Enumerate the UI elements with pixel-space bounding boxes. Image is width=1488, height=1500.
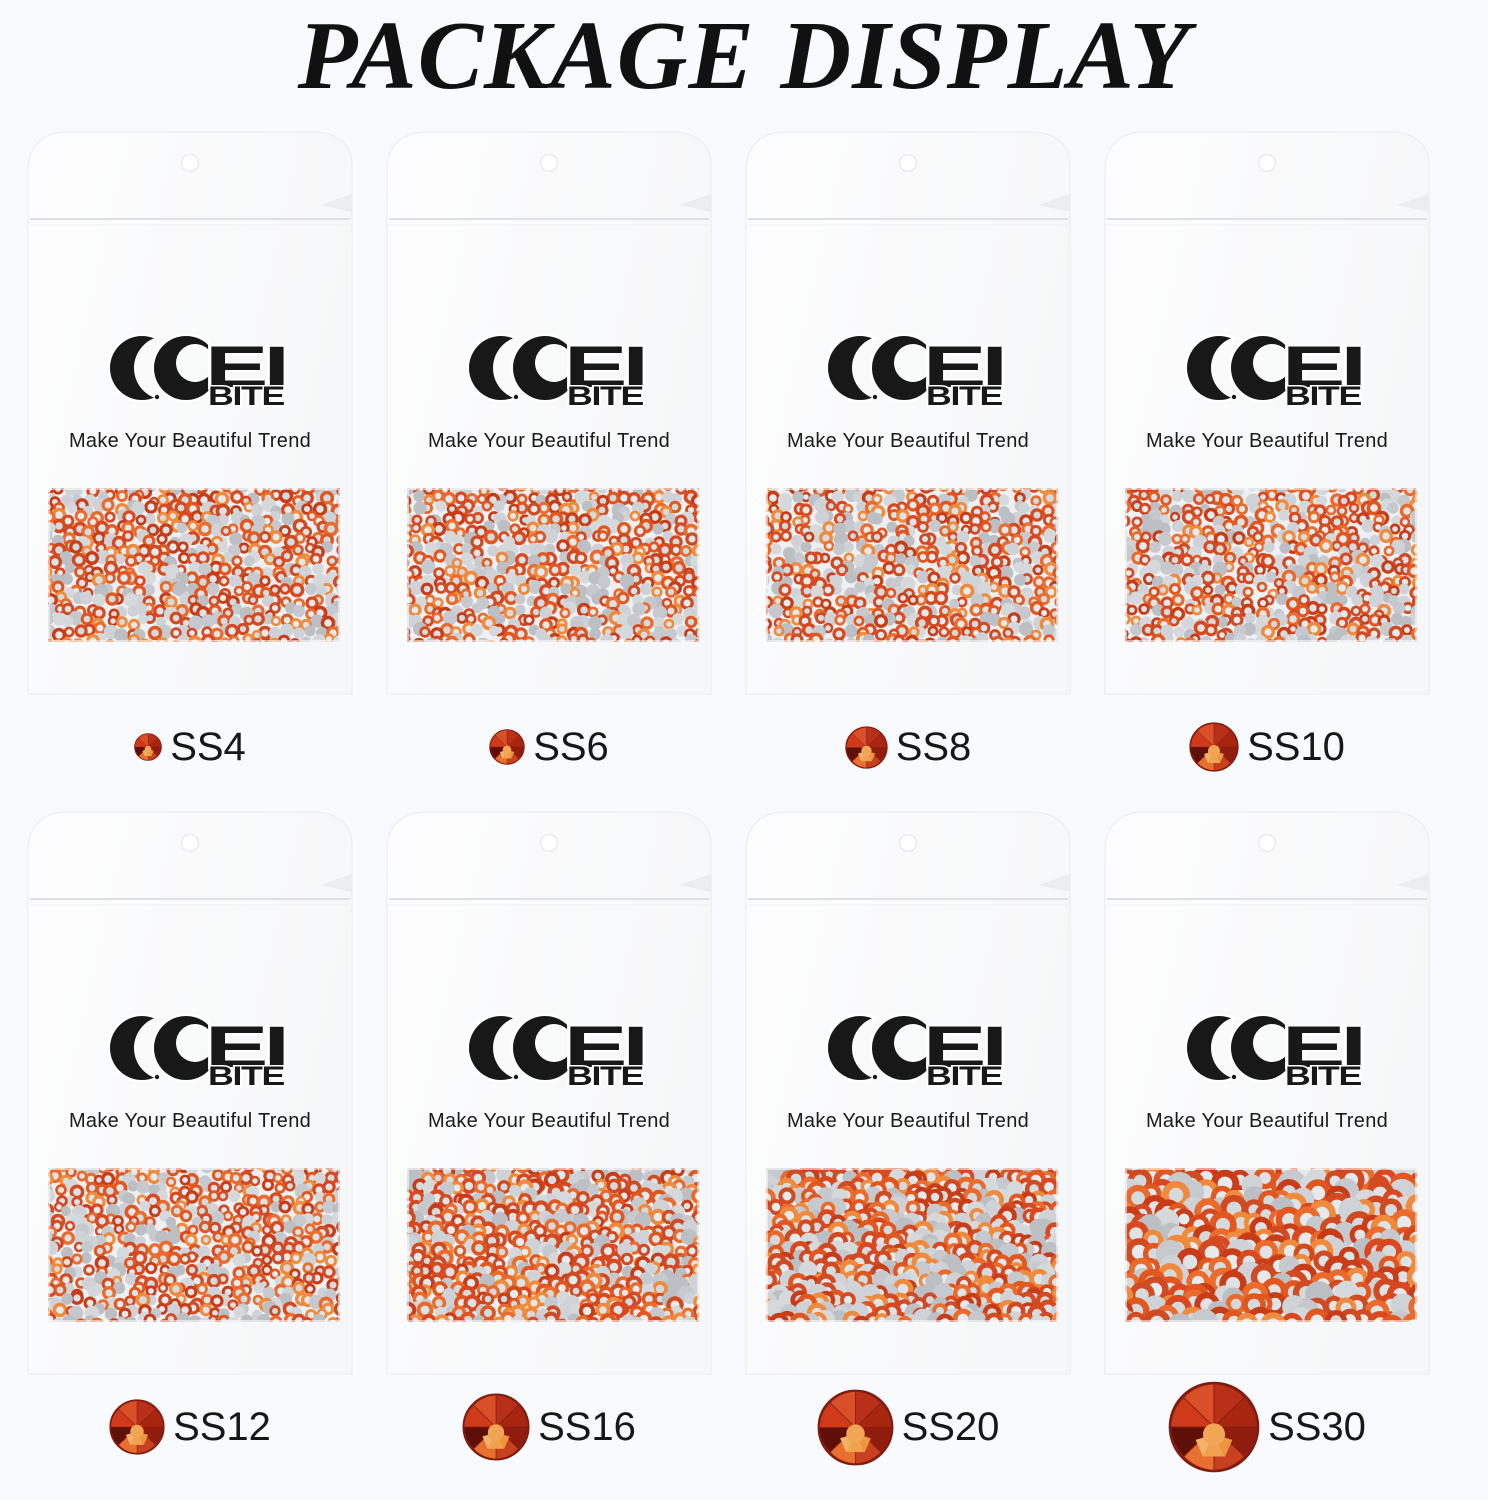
svg-text:BITE: BITE: [208, 1061, 284, 1091]
svg-text:BITE: BITE: [926, 1061, 1002, 1091]
svg-text:BITE: BITE: [208, 381, 284, 411]
svg-text:BITE: BITE: [567, 1061, 643, 1091]
svg-text:BITE: BITE: [567, 381, 643, 411]
svg-text:BITE: BITE: [1285, 381, 1361, 411]
svg-text:BITE: BITE: [926, 381, 1002, 411]
